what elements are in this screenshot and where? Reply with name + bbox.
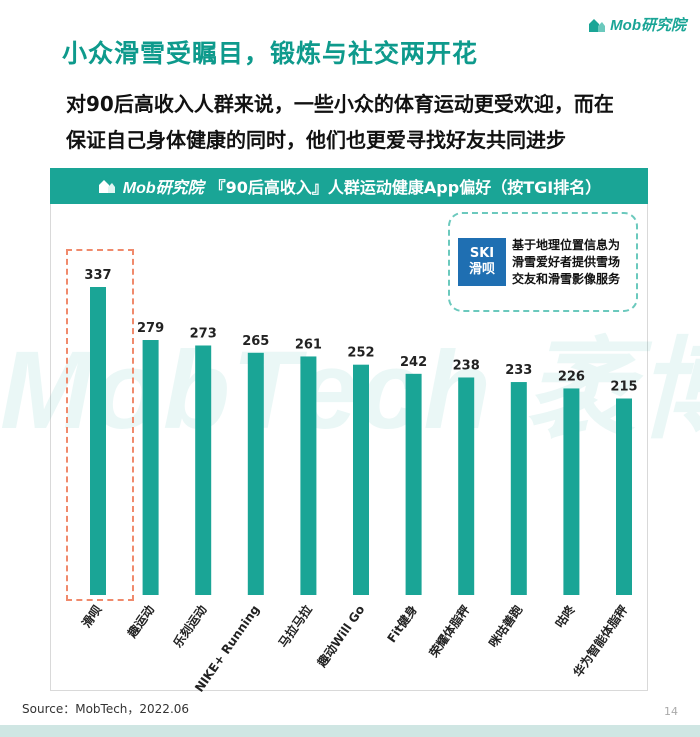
page-title: 小众滑雪受瞩目，锻炼与社交两开花	[62, 39, 479, 68]
page-subtitle: 对90后高收入人群来说，一些小众的体育运动更受欢迎，而在 保证自己身体健康的同时…	[66, 86, 666, 158]
chart-frame	[50, 204, 648, 691]
mob-logo-icon	[589, 18, 606, 32]
category-label-5: 趣动Will Go	[313, 602, 367, 670]
bar-7	[458, 377, 475, 595]
callout-line-1: 基于地理位置信息为	[512, 237, 621, 252]
data-label-8: 233	[505, 363, 532, 378]
category-label-9: 咕咚	[552, 601, 579, 630]
bar-6	[405, 373, 422, 595]
ski-app-logo: SKI 滑呗	[458, 238, 506, 286]
data-label-10: 215	[610, 380, 637, 395]
category-label-4: 马拉马拉	[275, 602, 315, 650]
category-label-1: 趣运动	[124, 602, 158, 641]
bar-1	[142, 340, 159, 595]
bar-9	[563, 388, 580, 595]
ski-logo-text: SKI	[469, 246, 495, 261]
brand-logo: Mob研究院	[588, 14, 686, 35]
chart-header-logo-text: Mob研究院	[122, 180, 204, 197]
mob-logo-icon	[98, 180, 115, 193]
callout-box: SKI 滑呗 基于地理位置信息为 滑雪爱好者提供雪场 交友和滑雪影像服务	[448, 212, 638, 312]
data-label-5: 252	[347, 346, 374, 361]
data-label-7: 238	[453, 358, 480, 373]
chart-header: Mob研究院 『90后高收入』人群运动健康App偏好（按TGI排名）	[50, 168, 648, 204]
callout-line-3: 交友和滑雪影像服务	[512, 271, 621, 286]
ski-logo-cn-text: 滑呗	[468, 262, 495, 277]
bar-5	[353, 364, 369, 595]
subtitle-line-2: 保证自己身体健康的同时，他们也更爱寻找好友共同进步	[66, 128, 566, 152]
category-label-8: 咪咕善跑	[485, 602, 525, 650]
bar-10	[616, 398, 632, 595]
bar-8	[510, 382, 527, 595]
data-label-9: 226	[558, 369, 585, 384]
callout-text: 基于地理位置信息为 滑雪爱好者提供雪场 交友和滑雪影像服务	[512, 237, 620, 288]
callout-line-2: 滑雪爱好者提供雪场	[512, 254, 621, 269]
category-label-0: 滑呗	[78, 602, 104, 630]
category-label-6: Fit健身	[384, 602, 420, 645]
data-label-3: 265	[242, 334, 269, 349]
category-label-2: 乐刻运动	[170, 602, 210, 650]
footer-bar	[0, 725, 700, 737]
bar-4	[300, 356, 317, 595]
source-note: Source：MobTech，2022.06	[22, 702, 190, 716]
data-label-0: 337	[84, 268, 111, 283]
page-number: 14	[664, 705, 678, 718]
chart-title: 『90后高收入』人群运动健康App偏好（按TGI排名）	[209, 178, 602, 197]
category-label-7: 荣耀体脂秤	[425, 602, 472, 661]
data-label-1: 279	[137, 321, 164, 336]
data-label-4: 261	[295, 337, 322, 352]
subtitle-line-1: 对90后高收入人群来说，一些小众的体育运动更受欢迎，而在	[66, 92, 614, 116]
bar-0	[90, 287, 106, 595]
brand-logo-text: Mob研究院	[610, 17, 686, 34]
data-label-2: 273	[190, 326, 217, 341]
bar-3	[247, 352, 264, 595]
data-label-6: 242	[400, 355, 427, 370]
bar-2	[195, 345, 212, 595]
highlight-frame	[66, 249, 134, 601]
category-label-10: 华为智能体脂秤	[570, 602, 630, 679]
